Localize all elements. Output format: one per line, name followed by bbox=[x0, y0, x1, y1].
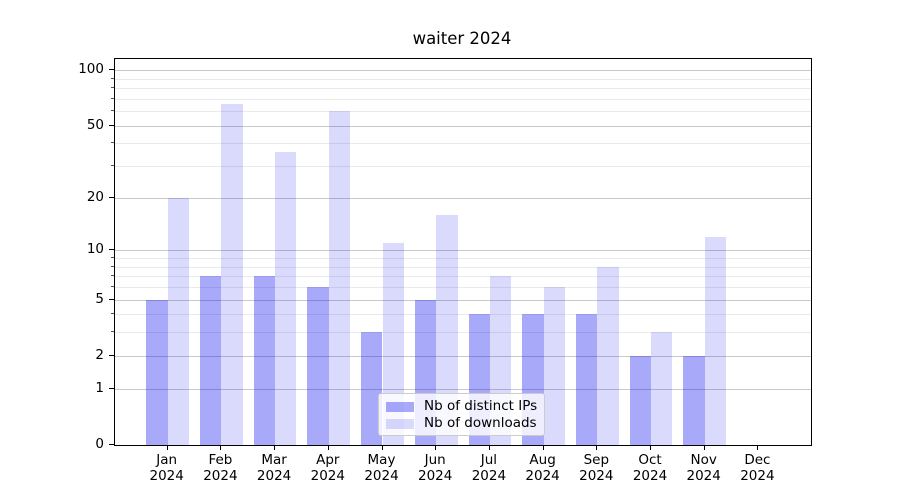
gridline-minor-30 bbox=[115, 166, 811, 168]
legend-entry-distinct-ips: Nb of distinct IPs bbox=[386, 399, 538, 414]
ytick-mark-2 bbox=[109, 354, 114, 356]
xtick-mark-dec bbox=[757, 445, 759, 450]
ytick-minor-mark-7 bbox=[111, 275, 114, 277]
bar-downloads-feb bbox=[221, 103, 243, 445]
xtick-label-jul: Jul 2024 bbox=[471, 452, 507, 484]
ytick-mark-20 bbox=[109, 196, 114, 198]
ytick-minor-mark-3 bbox=[111, 331, 114, 333]
xtick-label-sep: Sep 2024 bbox=[579, 452, 614, 484]
xtick-label-oct: Oct 2024 bbox=[632, 452, 668, 484]
ytick-minor-mark-90 bbox=[111, 77, 114, 79]
bar-ips-may bbox=[361, 332, 383, 445]
gridline-minor-9 bbox=[115, 258, 811, 260]
xtick-mark-mar bbox=[274, 445, 276, 450]
xtick-mark-sep bbox=[596, 445, 598, 450]
bar-downloads-sep bbox=[597, 266, 619, 445]
ytick-minor-mark-70 bbox=[111, 97, 114, 99]
bar-ips-sep bbox=[575, 314, 598, 445]
legend-swatch-distinct-ips bbox=[386, 401, 414, 412]
gridline-20 bbox=[115, 197, 811, 199]
bar-ips-nov bbox=[683, 355, 705, 445]
xtick-label-jan: Jan 2024 bbox=[149, 452, 184, 484]
chart-title: waiter 2024 bbox=[412, 29, 512, 48]
legend: Nb of distinct IPs Nb of downloads bbox=[378, 393, 545, 436]
gridline-2 bbox=[115, 355, 811, 357]
gridline-minor-4 bbox=[115, 314, 811, 316]
bar-ips-feb bbox=[200, 276, 222, 445]
xtick-label-feb: Feb 2024 bbox=[203, 452, 238, 484]
bar-ips-mar bbox=[253, 276, 276, 445]
gridline-5 bbox=[115, 299, 811, 301]
gridline-minor-40 bbox=[115, 143, 811, 145]
gridline-minor-70 bbox=[115, 98, 811, 100]
bar-downloads-mar bbox=[275, 151, 297, 445]
legend-label-downloads: Nb of downloads bbox=[424, 415, 537, 431]
gridline-minor-6 bbox=[115, 286, 811, 288]
bar-ips-jan bbox=[146, 299, 168, 445]
gridline-minor-90 bbox=[115, 78, 811, 80]
bar-ips-apr bbox=[307, 286, 329, 445]
ytick-minor-mark-4 bbox=[111, 313, 114, 315]
ytick-label-20: 20 bbox=[86, 188, 104, 205]
ytick-label-100: 100 bbox=[78, 61, 104, 78]
ytick-label-1: 1 bbox=[95, 379, 104, 396]
gridline-minor-8 bbox=[115, 266, 811, 268]
xtick-label-aug: Aug 2024 bbox=[525, 452, 560, 484]
xtick-label-jun: Jun 2024 bbox=[418, 452, 453, 484]
ytick-minor-mark-30 bbox=[111, 165, 114, 167]
gridline-minor-7 bbox=[115, 276, 811, 278]
xtick-mark-jun bbox=[435, 445, 437, 450]
xtick-label-dec: Dec 2024 bbox=[740, 452, 775, 484]
ytick-label-50: 50 bbox=[86, 116, 104, 133]
xtick-mark-jul bbox=[488, 445, 490, 450]
ytick-minor-mark-80 bbox=[111, 87, 114, 89]
gridline-minor-3 bbox=[115, 332, 811, 334]
gridline-1 bbox=[115, 388, 811, 390]
gridline-50 bbox=[115, 125, 811, 127]
xtick-mark-may bbox=[381, 445, 383, 450]
ytick-label-5: 5 bbox=[95, 290, 104, 307]
ytick-mark-1 bbox=[109, 387, 114, 389]
ytick-label-2: 2 bbox=[95, 346, 104, 363]
ytick-label-0: 0 bbox=[95, 436, 104, 452]
legend-label-distinct-ips: Nb of distinct IPs bbox=[424, 398, 538, 414]
gridline-10 bbox=[115, 250, 811, 252]
bar-downloads-apr bbox=[328, 111, 351, 445]
ytick-mark-50 bbox=[109, 124, 114, 126]
ytick-mark-5 bbox=[109, 298, 114, 300]
bar-downloads-nov bbox=[704, 236, 727, 445]
ytick-minor-mark-9 bbox=[111, 257, 114, 259]
plot-area bbox=[114, 58, 812, 446]
ytick-mark-0 bbox=[109, 444, 114, 445]
xtick-mark-feb bbox=[220, 445, 222, 450]
xtick-mark-oct bbox=[650, 445, 651, 450]
legend-entry-downloads: Nb of downloads bbox=[386, 416, 538, 431]
xtick-label-may: May 2024 bbox=[364, 452, 399, 484]
ytick-label-10: 10 bbox=[86, 241, 104, 258]
legend-swatch-downloads bbox=[386, 418, 414, 429]
ytick-minor-mark-8 bbox=[111, 265, 114, 267]
xtick-mark-nov bbox=[703, 445, 705, 450]
gridline-100 bbox=[115, 70, 811, 72]
ytick-minor-mark-60 bbox=[111, 110, 114, 112]
xtick-label-apr: Apr 2024 bbox=[310, 452, 345, 484]
gridline-minor-60 bbox=[115, 111, 811, 113]
bar-downloads-jan bbox=[167, 197, 190, 445]
bar-downloads-jun bbox=[436, 214, 458, 445]
ytick-mark-100 bbox=[109, 69, 114, 71]
xtick-mark-jan bbox=[166, 445, 168, 450]
xtick-label-nov: Nov 2024 bbox=[686, 452, 721, 484]
ytick-mark-10 bbox=[109, 249, 114, 251]
bar-ips-oct bbox=[629, 355, 651, 445]
ytick-minor-mark-6 bbox=[111, 285, 114, 287]
bar-downloads-oct bbox=[651, 332, 673, 445]
xtick-label-mar: Mar 2024 bbox=[256, 452, 292, 484]
ytick-minor-mark-40 bbox=[111, 142, 114, 144]
bar-downloads-aug bbox=[543, 286, 565, 445]
gridline-minor-80 bbox=[115, 88, 811, 90]
xtick-mark-aug bbox=[542, 445, 544, 450]
xtick-mark-apr bbox=[327, 445, 329, 450]
